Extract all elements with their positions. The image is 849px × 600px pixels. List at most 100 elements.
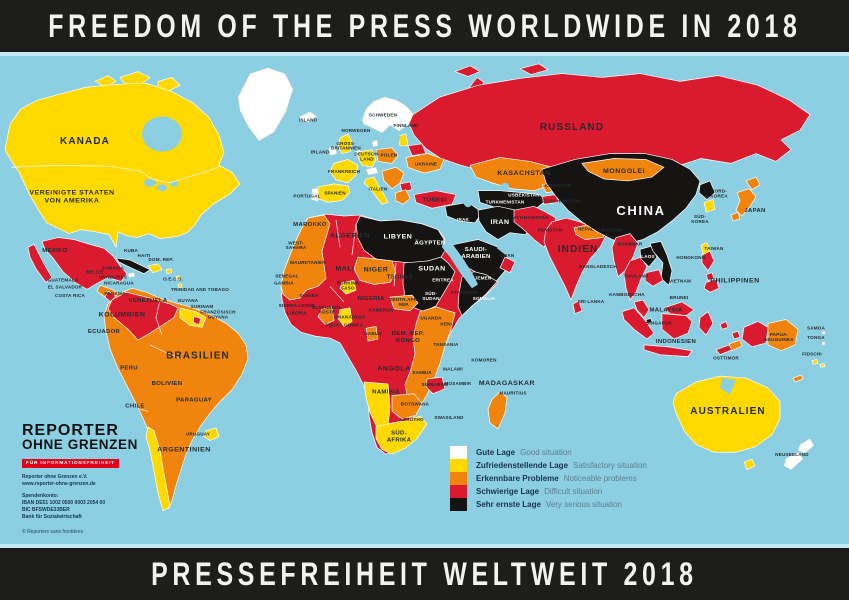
header-bar: FREEDOM OF THE PRESS WORLDWIDE IN 2018	[0, 0, 849, 56]
country-bulgaria	[399, 181, 413, 193]
country-russia	[408, 73, 811, 174]
border-us-canada	[10, 164, 221, 184]
logo-donation-label: Spendenkonto:	[22, 493, 59, 499]
country-label: SÜD-KOREA	[691, 213, 709, 224]
country-label: LIBERIA	[287, 311, 307, 316]
country-label: ARGENTINIEN	[157, 446, 211, 453]
country-ivory-coast	[317, 306, 335, 325]
country-label: VEREINIGTE STAATEN VON AMERIKA	[29, 190, 114, 205]
logo-donation-block: Spendenkonto: IBAN DE51 1002 0500 0003 2…	[22, 493, 138, 521]
country-label: OSTTIMOR	[713, 356, 739, 361]
persian-gulf	[497, 241, 515, 259]
country-label: PAPUA-NEUGUINEA	[764, 332, 794, 342]
country-label: GAMBIA	[274, 280, 294, 285]
legend-label-en: Good situation	[520, 448, 572, 457]
country-label: VENEZUELA	[129, 298, 168, 304]
region-south-america	[103, 287, 249, 510]
country-label: NAMIBIA	[372, 390, 400, 396]
country-label: NIGER	[364, 267, 389, 274]
country-mongolia	[581, 158, 665, 182]
region-canada-archipelago	[94, 71, 181, 92]
country-label: MOSAMBIK	[444, 381, 472, 386]
country-label: SAMBIA	[412, 370, 432, 375]
country-papua-new-guinea	[767, 319, 799, 352]
country-label: PERU	[120, 365, 138, 371]
country-label: TONGA	[807, 335, 825, 340]
border-lines-africa	[329, 219, 397, 303]
country-cambodia	[644, 269, 664, 287]
country-label: FRANKREICH	[328, 169, 360, 174]
logo-banner: FÜR INFORMATIONSFREIHEIT	[22, 459, 119, 468]
region-colombia-venezuela	[107, 291, 179, 341]
country-label: NORWEGEN	[341, 128, 370, 133]
country-label: SURINAM	[191, 304, 214, 309]
country-label: NICARAGUA	[104, 280, 134, 285]
country-label: GUINEA	[299, 293, 319, 298]
country-label: TURKMENISTAN	[486, 199, 525, 204]
country-label: CHINA	[616, 203, 665, 218]
country-uruguay	[203, 427, 220, 441]
country-label: NEPAL	[578, 227, 594, 232]
country-label: INDIEN	[558, 244, 598, 255]
caspian-sea	[461, 174, 475, 208]
logo-iban: IBAN DE51 1002 0500 0003 2054 00	[22, 500, 106, 506]
country-label: BRUNEI	[670, 295, 689, 300]
footer-title: PRESSEFREIHEIT WELTWEIT 2018	[151, 555, 698, 592]
country-malaysia	[633, 299, 695, 318]
country-label: FINNLAND	[393, 123, 419, 128]
region-puerto-rico	[165, 268, 173, 274]
country-label: MAURETANIEN	[290, 260, 326, 265]
country-label: BELIZE	[86, 270, 104, 275]
country-label: DOM. REP.	[148, 257, 173, 262]
country-germany	[357, 149, 377, 168]
legend-label-de: Zufriedenstellende Lage	[476, 461, 569, 470]
country-france	[329, 159, 359, 184]
aral-sea	[501, 182, 509, 189]
world-map-area: KANADA VEREINIGTE STAATEN VON AMERIKA MEXIK…	[0, 56, 849, 544]
country-label: URUGUAY	[186, 432, 210, 437]
country-label: NIGERIA	[357, 296, 384, 302]
legend-label-en: Difficult situation	[544, 487, 603, 496]
country-label: BOTSWANA	[401, 401, 430, 406]
country-label: ÄGYPTEN	[414, 239, 445, 246]
country-label: KIRGISTAN	[545, 183, 572, 188]
logo-org-block: Reporter ohne Grenzen e.V. www.reporter-…	[22, 474, 138, 488]
region-balkans	[381, 166, 405, 190]
country-label: BOLIVIEN	[152, 381, 183, 387]
country-label: KAMERUN	[369, 308, 394, 313]
country-label: SWASILAND	[434, 415, 464, 420]
country-china	[541, 153, 701, 244]
footer-bar: PRESSEFREIHEIT WELTWEIT 2018	[0, 544, 849, 600]
logo-wordmark-line2: OHNE GRENZEN	[22, 437, 138, 452]
country-label: FRANZÖSISCH GUYANA	[200, 309, 235, 320]
country-label: GUATEMALA	[48, 278, 79, 283]
country-label: SUDAN	[418, 266, 445, 273]
region-alpine	[365, 167, 379, 176]
rsf-logo-block: REPORTER OHNE GRENZEN FÜR INFORMATIONSFR…	[22, 423, 138, 535]
country-tajikistan	[541, 194, 559, 205]
country-laos	[639, 245, 658, 268]
legend-row-satisfactory: Zufriedenstellende Lage Satisfactory sit…	[450, 459, 647, 472]
country-label: PANAMA	[104, 291, 126, 296]
region-samoa-tonga	[821, 331, 826, 346]
legend-label-en: Very serious situation	[545, 500, 622, 509]
country-label: TANSANIA	[434, 342, 459, 347]
country-label: SIMBABWE	[421, 382, 448, 387]
legend-swatch-satisfactory	[450, 459, 467, 472]
country-label: DEM. REP. KONGO	[392, 331, 425, 344]
country-label: SINGAPUR	[646, 320, 672, 325]
country-label: SAMOA	[807, 325, 826, 330]
country-label: WEST-SAHARA	[286, 240, 307, 250]
country-label: LESOTHO	[400, 417, 424, 422]
country-label: COSTA RICA	[55, 293, 86, 298]
country-label: MADAGASKAR	[479, 380, 535, 387]
country-label: PHILIPPINEN	[710, 277, 759, 284]
country-label: RUSSLAND	[540, 122, 604, 133]
gulf-of-carpentaria	[720, 378, 736, 395]
country-label: NORD-KOREA	[710, 189, 728, 199]
country-label: OMAN	[500, 253, 515, 258]
country-label: SÜD-AFRIKA	[387, 430, 412, 444]
country-label: MYANMAR	[618, 241, 643, 246]
country-greenland	[237, 67, 294, 142]
legend-row-very-serious: Sehr ernste Lage Very serious situation	[450, 498, 647, 511]
